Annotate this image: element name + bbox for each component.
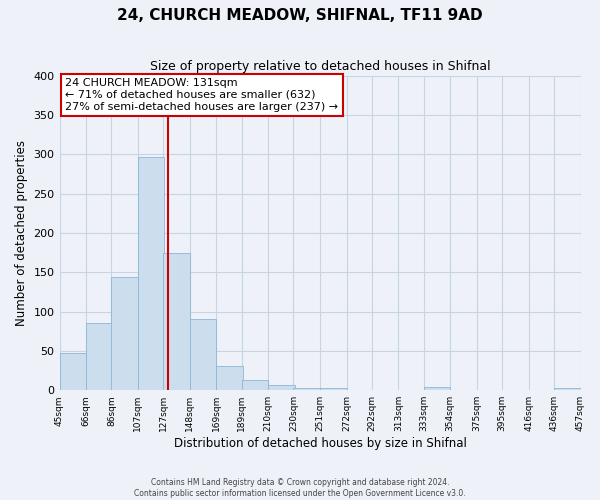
Text: Contains HM Land Registry data © Crown copyright and database right 2024.
Contai: Contains HM Land Registry data © Crown c… — [134, 478, 466, 498]
X-axis label: Distribution of detached houses by size in Shifnal: Distribution of detached houses by size … — [173, 437, 466, 450]
Y-axis label: Number of detached properties: Number of detached properties — [15, 140, 28, 326]
Bar — [190, 320, 217, 390]
Bar — [320, 388, 347, 390]
Bar — [163, 252, 190, 390]
Bar — [268, 384, 295, 390]
Bar — [293, 388, 320, 390]
Bar — [242, 380, 268, 390]
Text: 24, CHURCH MEADOW, SHIFNAL, TF11 9AD: 24, CHURCH MEADOW, SHIFNAL, TF11 9AD — [117, 8, 483, 22]
Title: Size of property relative to detached houses in Shifnal: Size of property relative to detached ho… — [150, 60, 490, 73]
Text: 24 CHURCH MEADOW: 131sqm
← 71% of detached houses are smaller (632)
27% of semi-: 24 CHURCH MEADOW: 131sqm ← 71% of detach… — [65, 78, 338, 112]
Bar — [424, 387, 450, 390]
Bar — [138, 156, 164, 390]
Bar — [59, 353, 86, 390]
Bar — [86, 322, 113, 390]
Bar — [112, 277, 138, 390]
Bar — [217, 366, 243, 390]
Bar — [554, 388, 581, 390]
